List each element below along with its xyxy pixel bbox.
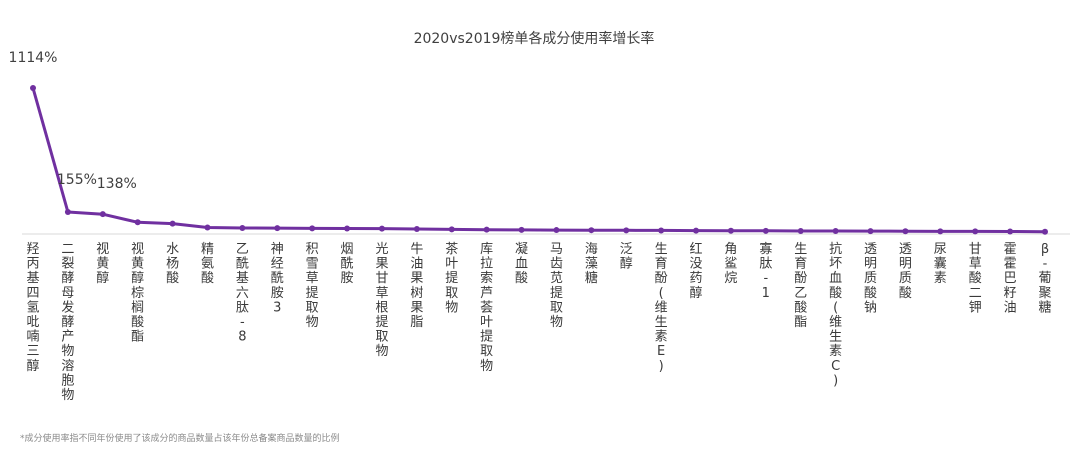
- category-label: 视黄醇棕榈酸酯: [131, 242, 144, 345]
- category-label: 视黄醇: [96, 242, 109, 286]
- data-point: [378, 225, 385, 232]
- category-label: 茶叶提取物: [445, 241, 458, 315]
- category-label: β -葡聚糖: [1038, 242, 1051, 315]
- category-label: 水杨酸: [166, 242, 179, 286]
- data-label: 1114%: [9, 50, 58, 66]
- category-label: 抗坏血酸(维生素 C): [829, 242, 842, 388]
- data-point: [762, 227, 769, 234]
- data-point: [239, 224, 246, 231]
- category-label: 寡肽-1: [759, 241, 772, 301]
- category-label: 角鲨烷: [724, 242, 737, 286]
- data-point: [727, 227, 734, 234]
- data-point: [1042, 228, 1048, 235]
- category-label: 烟酰胺: [341, 242, 354, 286]
- data-point: [309, 225, 316, 232]
- data-point: [553, 227, 560, 234]
- data-point: [867, 228, 874, 235]
- data-label: 138%: [97, 176, 137, 192]
- data-point: [274, 225, 281, 232]
- footnote: *成分使用率指不同年份使用了该成分的商品数量占该年份总备案商品数量的比例: [20, 432, 340, 444]
- data-point: [99, 211, 106, 218]
- category-label: 神经酰胺 3: [271, 242, 284, 315]
- category-label: 马齿苋提取物: [550, 242, 563, 330]
- data-point: [797, 227, 804, 234]
- series-line: [31, 87, 1046, 234]
- category-label: 泛醇: [620, 242, 633, 272]
- category-label: 透明质酸钠: [864, 242, 877, 315]
- data-point: [1007, 228, 1014, 235]
- category-label: 二裂酵母发酵产物溶胞物: [61, 242, 74, 403]
- category-label: 霍霍巴籽油: [1004, 242, 1017, 315]
- category-label: 生育酚(维生素 E): [655, 242, 668, 374]
- series-layer: [30, 85, 1048, 235]
- data-point: [972, 228, 979, 235]
- data-label: 155%: [57, 172, 97, 188]
- category-label: 海藻糖: [585, 242, 598, 286]
- category-label: 乙酰基六肽-8: [236, 242, 249, 345]
- data-point: [64, 208, 71, 215]
- category-label: 甘草酸二钾: [969, 242, 982, 315]
- data-point: [413, 226, 420, 233]
- data-point: [204, 224, 211, 231]
- data-label-layer: 1114% 155% 138%: [9, 50, 137, 192]
- data-point: [693, 227, 700, 234]
- category-axis-labels: 羟丙基四氢吡喃三醇 二裂酵母发酵产物溶胞物 视黄醇 视黄醇棕榈酸酯 水杨酸 精氨酸 乙酰基六…: [26, 241, 1051, 403]
- category-label: 凝血酸: [515, 241, 528, 286]
- data-point: [832, 227, 839, 234]
- data-point: [30, 85, 36, 92]
- data-point: [448, 226, 455, 233]
- category-label: 红没药醇: [690, 241, 703, 301]
- category-label: 精氨酸: [201, 242, 214, 286]
- chart-title: 2020vs2019榜单各成分使用率增长率: [414, 30, 655, 47]
- data-point: [937, 228, 944, 235]
- category-label: 库拉索芦荟叶提取物: [480, 241, 493, 374]
- category-label: 羟丙基四氢吡喃三醇: [26, 242, 39, 374]
- data-point: [134, 219, 141, 226]
- category-label: 生育酚乙酸酯: [794, 242, 807, 330]
- category-label: 光果甘草根提取物: [375, 242, 388, 359]
- category-label: 尿囊素: [934, 242, 947, 286]
- data-point: [902, 228, 909, 235]
- category-label: 透明质酸: [899, 242, 912, 301]
- data-point: [623, 227, 630, 234]
- data-point: [518, 226, 525, 233]
- data-point: [344, 225, 351, 232]
- data-point: [483, 226, 490, 233]
- data-point: [658, 227, 665, 234]
- data-point: [588, 227, 595, 234]
- category-label: 积雪草提取物: [306, 242, 319, 330]
- data-point: [169, 220, 176, 227]
- category-label: 牛油果树果脂: [410, 242, 423, 330]
